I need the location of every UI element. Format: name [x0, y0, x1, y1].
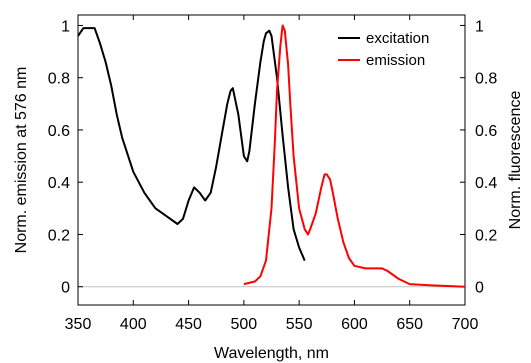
x-tick-label: 400: [120, 316, 147, 333]
left-y-tick-label: 0.6: [48, 123, 70, 140]
right-y-tick-label: 0.6: [475, 123, 497, 140]
axis-ticks: 350 400 450 500 550 600 650 700 0 0.2 0.4 0.6 0.8 1 0 0…: [48, 15, 497, 333]
emission-line: [243, 24, 466, 288]
right-y-tick-label: 0: [475, 280, 484, 297]
x-tick-label: 500: [231, 316, 258, 333]
legend: excitation emission: [338, 30, 429, 69]
plot-frame: [77, 14, 466, 306]
x-tick-label: 650: [396, 316, 423, 333]
left-y-tick-label: 0.8: [48, 71, 70, 88]
x-tick-label: 600: [341, 316, 368, 333]
x-tick-label: 450: [175, 316, 202, 333]
x-axis-title: Wavelength, nm: [214, 345, 329, 362]
x-tick-label: 350: [65, 316, 92, 333]
series-lines: [77, 24, 466, 288]
emission-legend-label: emission: [366, 52, 425, 69]
right-y-tick-label: 1: [475, 18, 484, 35]
right-y-axis-title: Norm. fluorescence: [507, 91, 524, 230]
left-y-axis-title: Norm. emission at 576 nm: [13, 67, 30, 254]
x-tick-label: 550: [286, 316, 313, 333]
right-y-tick-label: 0.8: [475, 71, 497, 88]
excitation-line: [77, 27, 306, 261]
x-tick-label: 700: [452, 316, 479, 333]
left-y-tick-label: 0: [61, 280, 70, 297]
excitation-legend-label: excitation: [366, 30, 429, 47]
left-y-tick-label: 0.2: [48, 227, 70, 244]
left-y-tick-label: 0.4: [48, 175, 70, 192]
right-y-tick-label: 0.4: [475, 175, 497, 192]
left-y-tick-label: 1: [61, 18, 70, 35]
right-y-tick-label: 0.2: [475, 227, 497, 244]
